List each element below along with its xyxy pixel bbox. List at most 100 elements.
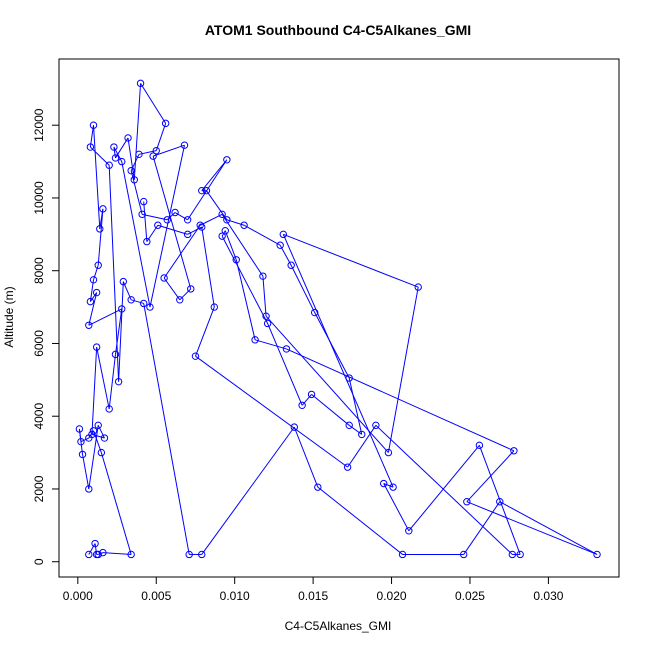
series-line-segment: [301, 394, 312, 406]
data-point: [223, 216, 231, 224]
series-line-segment: [142, 213, 168, 221]
series-line-segment: [348, 377, 363, 435]
series-line-segment: [466, 501, 598, 555]
series-line-segment: [149, 145, 185, 308]
series-line-segment: [201, 226, 215, 308]
x-tick-label: 0.020: [377, 589, 407, 603]
series-line-segment: [130, 170, 143, 215]
series-line-segment: [463, 501, 501, 555]
data-point: [263, 319, 272, 328]
series-line-segment: [279, 245, 292, 266]
data-point: [97, 448, 106, 457]
series-line-segment: [80, 437, 90, 443]
series-line-segment: [347, 425, 377, 468]
series-line-segment: [224, 230, 237, 260]
series-line-segment: [152, 144, 185, 157]
y-axis: 0 2000 4000 6000 8000 10000 12000: [32, 108, 59, 565]
data-point: [389, 483, 397, 491]
data-point: [114, 377, 123, 386]
data-point: [127, 166, 135, 175]
y-tick-label: 8000: [32, 257, 46, 284]
y-tick-label: 6000: [32, 330, 46, 357]
series-line-segment: [348, 424, 363, 435]
x-axis: 0.000 0.005 0.010 0.015 0.020 0.025 0.030: [63, 577, 564, 603]
series-line-segment: [100, 452, 132, 555]
data-point: [105, 161, 113, 169]
y-tick-label: 2000: [32, 475, 46, 502]
series-line-segment: [118, 281, 124, 382]
y-tick-label: 10000: [32, 181, 46, 215]
series-line-segment: [221, 235, 269, 324]
x-tick-label: 0.030: [533, 589, 563, 603]
data-point: [110, 143, 118, 151]
series-line-segment: [199, 213, 223, 226]
data-point: [163, 216, 171, 224]
series-line-segment: [375, 424, 513, 555]
data-point: [154, 221, 162, 229]
data-point: [118, 157, 126, 166]
series-line-segment: [387, 286, 419, 453]
data-point: [183, 216, 192, 224]
x-tick-label: 0.000: [63, 589, 93, 603]
data-point: [86, 297, 95, 306]
series-line-segment: [108, 165, 120, 382]
series-line-segment: [317, 486, 403, 555]
data-point: [89, 427, 98, 435]
series-line-segment: [97, 425, 105, 439]
y-tick-label: 0: [32, 558, 46, 565]
data-point: [111, 350, 120, 359]
data-point: [183, 230, 192, 239]
data-point: [287, 261, 295, 269]
data-point: [290, 423, 298, 431]
series-line-segment: [113, 146, 123, 162]
data-point: [460, 550, 468, 559]
data-point: [187, 285, 195, 293]
plot-frame: [58, 58, 620, 578]
y-tick-label: 12000: [32, 108, 46, 142]
data-point: [196, 221, 204, 229]
data-point: [89, 276, 98, 284]
series-line-segment: [195, 306, 215, 357]
series-line-segment: [187, 159, 228, 221]
series-line-segment: [383, 483, 394, 488]
series-line-segment: [290, 265, 316, 313]
y-axis-label: Altitude (m): [2, 286, 16, 347]
data-point: [135, 150, 143, 159]
series-line-segment: [283, 233, 419, 288]
data-point: [405, 527, 413, 535]
series-line-segment: [90, 146, 110, 166]
series-line-segment: [94, 543, 98, 555]
series-line-segment: [286, 348, 515, 452]
data-point: [282, 345, 291, 353]
data-point: [105, 405, 113, 413]
series-line-segment: [93, 125, 101, 229]
series-line-segment: [140, 83, 167, 124]
data-point: [259, 272, 267, 280]
data-point: [279, 230, 288, 239]
series-line-segment: [93, 265, 99, 280]
data-point: [191, 352, 200, 360]
x-axis-label: C4-C5Alkanes_GMI: [285, 619, 392, 633]
data-point: [384, 448, 393, 457]
series-line-segment: [267, 323, 303, 406]
data-point: [380, 479, 388, 488]
series-line-segment: [97, 208, 104, 266]
series-line-segment: [82, 454, 90, 490]
data-point: [143, 237, 151, 246]
series-line-segment: [179, 288, 192, 301]
data-point: [218, 232, 226, 240]
series-line-segment: [254, 339, 287, 350]
data-point: [198, 223, 206, 231]
data-point: [127, 550, 135, 559]
data-point: [140, 299, 148, 308]
series-line-segment: [88, 543, 96, 555]
data-point: [223, 156, 231, 164]
data-point: [180, 141, 189, 149]
data-point: [91, 539, 99, 548]
data-point: [475, 441, 484, 450]
data-point: [77, 437, 85, 446]
data-point: [198, 550, 206, 559]
series-line-segment: [499, 501, 598, 555]
series-line-segment: [108, 354, 116, 409]
